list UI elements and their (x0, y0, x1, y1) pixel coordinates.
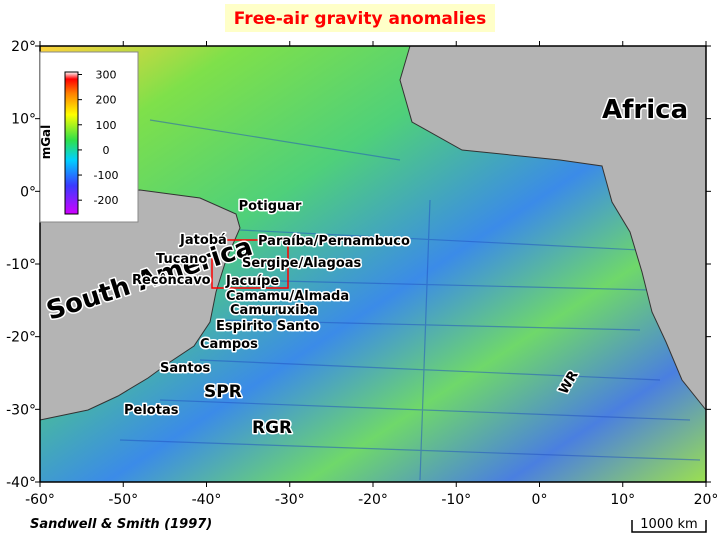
y-tick-label: -40° (6, 475, 36, 491)
fracture-zones (119, 119, 701, 481)
basin-label: Campos (200, 337, 258, 352)
x-tick-label: -20° (358, 492, 388, 508)
basin-label: Camuruxiba (230, 303, 318, 318)
x-tick-label: 10° (610, 492, 635, 508)
basin-label: Jacuípe (225, 274, 279, 289)
x-tick-label: -40° (192, 492, 222, 508)
basin-label: Camamu/Almada (226, 289, 349, 304)
x-tick-label: -60° (25, 492, 55, 508)
africa-land (399, 45, 707, 412)
y-tick-label: 10° (11, 112, 36, 128)
x-tick-label: -50° (108, 492, 138, 508)
y-tick-label: -20° (6, 330, 36, 346)
colorbar (64, 71, 79, 215)
basin-label: Espirito Santo (216, 319, 320, 334)
basin-label: Sergipe/Alagoas (242, 256, 362, 271)
colorbar-tick-label: -200 (94, 194, 119, 207)
citation: Sandwell & Smith (1997) (30, 517, 212, 532)
colorbar-tick-label: -100 (94, 169, 119, 182)
feature-label: SPR (204, 382, 242, 402)
basin-label: Pelotas (124, 403, 179, 418)
colorbar-tick-label: 100 (96, 119, 117, 132)
feature-label: RGR (252, 418, 292, 438)
y-tick-label: -10° (6, 257, 36, 273)
south-america-land (39, 189, 241, 421)
legend-box (39, 51, 139, 223)
continent-label: Africa (602, 95, 688, 125)
y-tick-label: 0° (20, 184, 36, 200)
map: mGal South America Africa Potiguar Jatob… (39, 45, 707, 483)
basin-label: Paraíba/Pernambuco (258, 234, 410, 249)
study-box (211, 239, 289, 289)
x-tick-label: -30° (275, 492, 305, 508)
basin-label: Tucano (156, 252, 207, 267)
scale-bar-label: 1000 km (640, 517, 697, 532)
colorbar-tick-label: 300 (96, 69, 117, 82)
basin-label: Jatobá (179, 233, 227, 248)
title: Free-air gravity anomalies (234, 9, 486, 29)
x-tick-label: -10° (441, 492, 471, 508)
y-tick-label: 20° (11, 39, 36, 55)
colorbar-tick-label: 0 (103, 144, 110, 157)
title-box (225, 4, 495, 32)
scale-bar (631, 520, 707, 533)
y-tick-label: -30° (6, 402, 36, 418)
colorbar-tick-label: 200 (96, 94, 117, 107)
x-tick-label: 20° (694, 492, 719, 508)
x-tick-label: 0° (532, 492, 548, 508)
basin-label: Potiguar (239, 199, 302, 214)
basin-label: Recôncavo (132, 273, 211, 288)
basin-label: Santos (160, 361, 211, 376)
colorbar-label: mGal (39, 125, 53, 160)
